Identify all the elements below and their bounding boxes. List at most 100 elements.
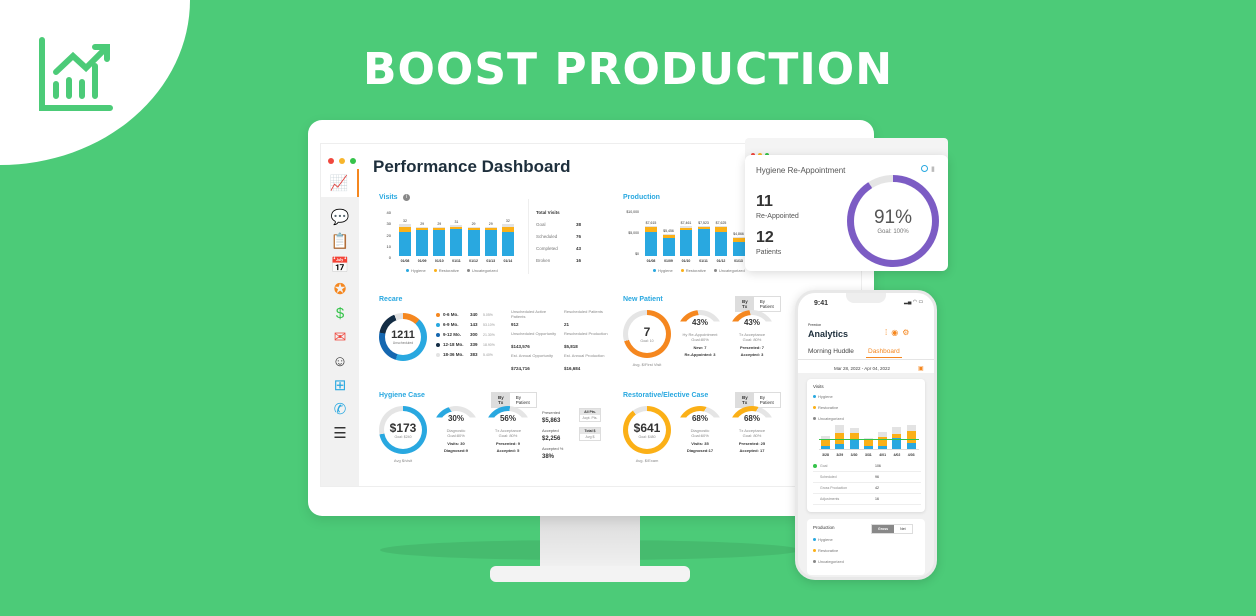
- dashboard-window: 📈 💬 📋 📅 ✪ $ ✉ ☺ ⊞ ✆ ☰ Performance Dashboard Visits…: [320, 143, 862, 487]
- by-toggle[interactable]: By Tx By Patient: [735, 392, 781, 408]
- visits-bar-hygiene: [467, 230, 480, 256]
- sidebar-calendar-icon[interactable]: 📅: [330, 257, 350, 274]
- production-bar-hygiene: [697, 228, 710, 256]
- production-bar-uncategorized: [680, 226, 692, 228]
- recare-title: Recare: [379, 296, 403, 303]
- main-caption: Avg $/visit: [393, 458, 413, 463]
- visits-bar-restorative: [399, 227, 411, 232]
- maximize-dot[interactable]: [350, 158, 356, 164]
- location-icon[interactable]: ◉: [891, 328, 903, 337]
- visits-value-label: 31: [454, 220, 459, 224]
- stat-label: Unscheduled Opportunity: [511, 331, 557, 336]
- row-value: 42: [875, 486, 879, 490]
- panel-title: Restorative/Elective Case: [623, 392, 709, 399]
- recare-label: Unscheduled: [392, 341, 414, 345]
- visits-bar-hygiene: [433, 230, 446, 256]
- recare-swatch: [436, 342, 440, 347]
- gross-net-toggle[interactable]: Gross Net: [871, 524, 913, 534]
- goal-swatch: [813, 497, 817, 501]
- legend-swatch: [813, 560, 816, 563]
- sidebar-money-icon[interactable]: $: [335, 304, 345, 322]
- sidebar-patient-form-icon[interactable]: 📋: [330, 233, 350, 250]
- hygiene-case-stats: Presented $5,863 Accepted $2,256 Accepted % 3…: [542, 406, 582, 460]
- production-bar-hygiene: [645, 232, 657, 256]
- by-tx-toggle[interactable]: By Tx: [736, 297, 754, 311]
- gross-toggle[interactable]: Gross: [872, 525, 895, 533]
- gauge-hole: [438, 411, 474, 429]
- stat-value: $724,716: [511, 366, 530, 371]
- side-toggle-bottom[interactable]: Acpt. Pts.: [582, 416, 598, 420]
- sidebar-chat-icon[interactable]: 💬: [330, 209, 350, 226]
- side-toggle-top[interactable]: Total $: [580, 428, 600, 434]
- sidebar-mail-icon[interactable]: ✉: [333, 329, 347, 346]
- legend-swatch: [466, 269, 470, 272]
- total-visits-row: Completed 43: [536, 246, 581, 251]
- visits-bar-hygiene: [399, 232, 411, 256]
- legend-item: Hygiene: [653, 268, 673, 273]
- row-value: 16: [875, 497, 879, 501]
- visits-x-tick: 01/13: [486, 259, 496, 263]
- by-patient-toggle[interactable]: By Patient: [759, 395, 774, 405]
- stat-label: Presented: [542, 410, 561, 415]
- sidebar-analytics-icon[interactable]: 📈: [321, 169, 359, 197]
- row-value: 38: [575, 222, 581, 227]
- g1-label: Diagnostic: [446, 428, 466, 433]
- phone-production-legend: Hygiene Restorative Uncategorized: [813, 537, 844, 570]
- tab-morning-huddle[interactable]: Morning Huddle: [808, 348, 854, 355]
- row-label: Goal: [820, 464, 828, 468]
- legend-swatch: [813, 538, 816, 541]
- recare-stat: Rescheduled Production $5,818: [564, 331, 611, 349]
- by-toggle[interactable]: By Tx By Patient: [735, 296, 781, 312]
- phone-visits-bar-uncategorized: [821, 436, 830, 439]
- visits-bar-uncategorized: [450, 225, 463, 227]
- side-toggle[interactable]: All Pts. Acpt. Pts.: [579, 408, 601, 422]
- main-value: $641: [633, 421, 661, 435]
- sidebar: 📈 💬 📋 📅 ✪ $ ✉ ☺ ⊞ ✆ ☰: [321, 169, 359, 486]
- visits-bar-uncategorized: [433, 227, 446, 228]
- production-bar-uncategorized: [697, 225, 710, 228]
- visits-y-tick: 10: [386, 243, 391, 249]
- sidebar-clipboard-icon[interactable]: ☰: [333, 425, 347, 442]
- info-icon[interactable]: i: [403, 194, 410, 201]
- side-toggle[interactable]: Total $ Avg $: [579, 427, 601, 441]
- g2-gauge: [485, 406, 531, 429]
- production-title: Production: [623, 194, 660, 201]
- phone-visits-bar-restorative: [835, 432, 845, 444]
- visits-x-tick: 01/10: [434, 259, 444, 263]
- close-dot[interactable]: [328, 158, 334, 164]
- by-toggle[interactable]: By Tx By Patient: [491, 392, 537, 408]
- by-patient-toggle[interactable]: By Patient: [759, 299, 774, 309]
- gear-icon[interactable]: ⚙: [902, 328, 914, 337]
- bar-view-icon[interactable]: ▮: [931, 166, 935, 173]
- net-toggle[interactable]: Net: [900, 527, 906, 531]
- sidebar-video-icon[interactable]: ⊞: [333, 377, 347, 394]
- g2-goal: Goal: 80%: [498, 433, 518, 438]
- g2-value: 56%: [499, 414, 516, 423]
- sidebar-star-badge-icon[interactable]: ✪: [333, 281, 347, 298]
- date-range[interactable]: Mar 28, 2022 - Apr 04, 2022: [834, 366, 891, 371]
- calendar-icon[interactable]: ▣: [918, 366, 924, 372]
- phone-visits-row: Adjustments 16: [813, 494, 921, 505]
- side-toggle-bottom[interactable]: Avg $: [585, 435, 595, 439]
- sidebar-phone-icon[interactable]: ✆: [333, 401, 347, 418]
- g2-gauge: [729, 310, 775, 333]
- tab-dashboard[interactable]: Dashboard: [866, 348, 902, 358]
- side-toggle-top[interactable]: All Pts.: [580, 409, 600, 415]
- by-tx-toggle[interactable]: By Tx: [736, 393, 754, 407]
- visits-bar-uncategorized: [416, 227, 429, 228]
- phone-visits-card: Visits Hygiene Restorative Uncategorized 3…: [807, 379, 925, 512]
- visits-bar-hygiene: [484, 230, 497, 256]
- g2-detail-1: Presented: 25: [738, 441, 766, 446]
- gauge-hole: [734, 411, 770, 429]
- visits-value-label: 29: [471, 222, 476, 226]
- sidebar-user-icon[interactable]: ☺: [332, 352, 348, 370]
- panel-title: New Patient: [623, 296, 663, 303]
- production-x-tick: 01/10: [681, 259, 691, 263]
- donut-view-icon[interactable]: [921, 165, 928, 172]
- total-visits-title: Total Visits: [536, 210, 560, 215]
- by-tx-toggle[interactable]: By Tx: [492, 393, 510, 407]
- by-patient-toggle[interactable]: By Patient: [515, 395, 530, 405]
- legend-item: Restorative: [680, 268, 706, 273]
- grid-icon[interactable]: ⁞: [885, 328, 892, 337]
- minimize-dot[interactable]: [339, 158, 345, 164]
